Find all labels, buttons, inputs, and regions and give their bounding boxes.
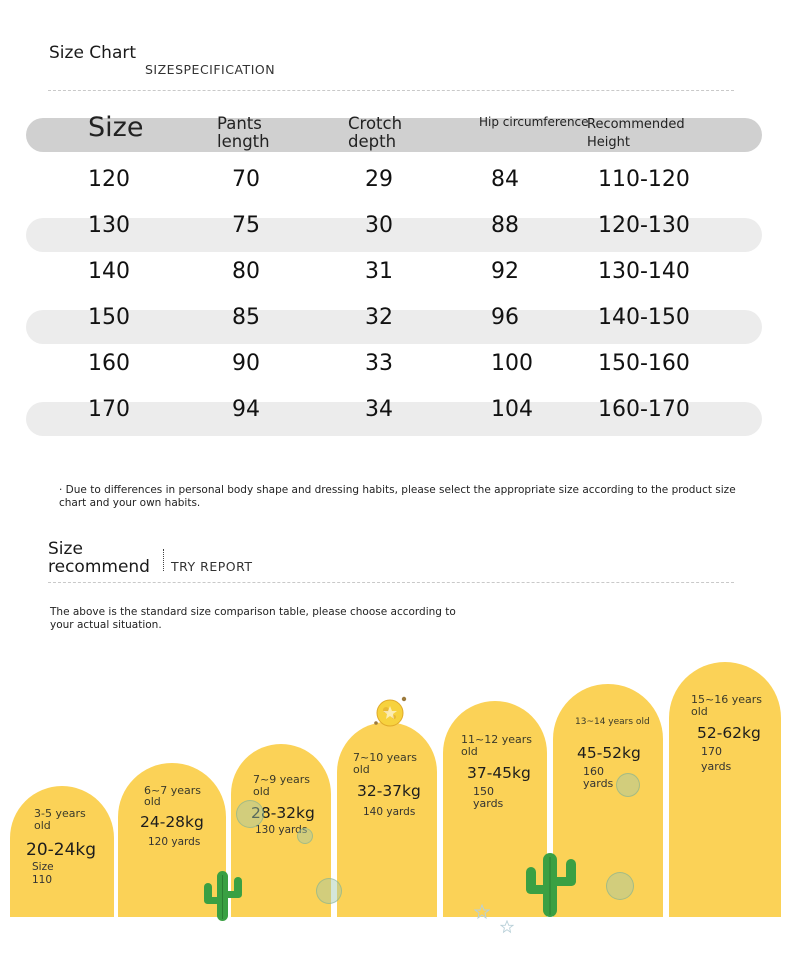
pillar-age: 7~9 years [253,773,310,786]
header-pants-line1: Pants [217,114,262,133]
bubble-decoration [316,878,342,904]
table-cell: 29 [365,167,393,192]
table-cell: 94 [232,397,260,422]
pillar-yards: 140 yards [363,806,416,818]
cactus-icon [526,853,576,917]
table-header-band [26,118,762,152]
table-cell: 150 [88,305,130,330]
size-pillar: 7~9 years old 28-32kg 130 yards [231,744,331,917]
table-cell: 170 [88,397,130,422]
size-recommend-title-line1: Size [48,539,83,559]
table-cell: 75 [232,213,260,238]
table-cell: 92 [491,259,519,284]
table-cell: 160-170 [598,397,690,422]
table-cell: 33 [365,351,393,376]
table-cell: 104 [491,397,533,422]
table-cell: 160 [88,351,130,376]
divider [48,90,734,91]
star-icon [500,920,514,934]
pillar-weight: 32-37kg [357,782,421,800]
pillar-yards-suffix: yards [583,777,614,790]
size-recommend-subtitle: TRY REPORT [171,559,253,574]
pillar-age: 7~10 years [353,751,417,764]
table-cell: 30 [365,213,393,238]
size-recommend-note-line2: your actual situation. [50,619,162,631]
pillar-age: 6~7 years [144,784,201,797]
pillar-yards-suffix: 110 [32,874,53,886]
table-cell: 90 [232,351,260,376]
pillar-yards: 160 [583,765,604,778]
pillar-age-suffix: old [34,819,51,832]
size-pillar: 7~10 years old 32-37kg 140 yards [337,722,437,917]
pillar-yards: 170 [701,745,722,758]
pillar-age-suffix: old [144,795,161,808]
table-row-band [26,402,762,436]
table-cell: 70 [232,167,260,192]
bubble-decoration [606,872,634,900]
bubble-decoration [616,773,640,797]
pillar-age: 13~14 years old [575,717,650,727]
pillar-yards-suffix: yards [473,797,504,810]
planet-icon [374,696,407,727]
star-icon [474,904,490,920]
pillar-age: 11~12 years [461,733,532,746]
table-cell: 140-150 [598,305,690,330]
pillar-yards: Size [32,861,54,873]
header-hip: Hip circumference [479,115,589,129]
table-row-band [26,218,762,252]
table-cell: 85 [232,305,260,330]
pillar-weight: 24-28kg [140,813,204,831]
table-cell: 110-120 [598,167,690,192]
table-cell: 130 [88,213,130,238]
pillar-age-suffix: old [461,745,478,758]
header-recommended-line1: Recommended [587,117,685,132]
table-cell: 100 [491,351,533,376]
header-crotch-line1: Crotch [348,114,403,133]
bubble-decoration [297,828,313,844]
header-crotch-line2: depth [348,132,397,151]
table-cell: 120 [88,167,130,192]
pillar-weight: 52-62kg [697,724,761,742]
table-cell: 130-140 [598,259,690,284]
pillar-age: 3-5 years [34,807,86,820]
table-cell: 96 [491,305,519,330]
size-chart-note-line1: · Due to differences in personal body sh… [59,484,736,496]
table-cell: 32 [365,305,393,330]
pillar-age-suffix: old [691,705,708,718]
pillar-yards: 150 [473,785,494,798]
size-recommend-note-line1: The above is the standard size compariso… [50,606,456,618]
header-pants-line2: length [217,132,270,151]
size-chart-note-line2: chart and your own habits. [59,497,201,509]
header-size: Size [88,112,144,143]
table-row-band [26,310,762,344]
size-chart-subtitle: SIZESPECIFICATION [145,62,276,77]
pillar-age: 15~16 years [691,693,762,706]
header-recommended-line2: Height [587,135,630,150]
size-pillar: 3-5 years old 20-24kg Size 110 [10,786,114,917]
cactus-icon [204,871,242,921]
bubble-decoration [236,800,264,828]
pillar-yards: 120 yards [148,836,201,848]
table-cell: 34 [365,397,393,422]
pillar-age-suffix: old [353,763,370,776]
size-recommend-title-line2: recommend [48,557,150,577]
table-cell: 84 [491,167,519,192]
pillar-weight: 20-24kg [26,840,97,860]
table-cell: 120-130 [598,213,690,238]
pillar-yards: 130 yards [255,824,308,836]
table-cell: 31 [365,259,393,284]
table-cell: 88 [491,213,519,238]
table-cell: 140 [88,259,130,284]
pillar-age-suffix: old [253,785,270,798]
size-chart-title: Size Chart [49,43,137,63]
title-separator [163,549,164,571]
table-cell: 150-160 [598,351,690,376]
pillar-weight: 28-32kg [251,804,315,822]
divider [48,582,734,583]
table-cell: 80 [232,259,260,284]
pillar-weight: 37-45kg [467,764,531,782]
pillar-weight: 45-52kg [577,744,641,762]
pillar-yards-suffix: yards [701,760,732,773]
size-pillar: 15~16 years old 52-62kg 170 yards [669,662,781,917]
